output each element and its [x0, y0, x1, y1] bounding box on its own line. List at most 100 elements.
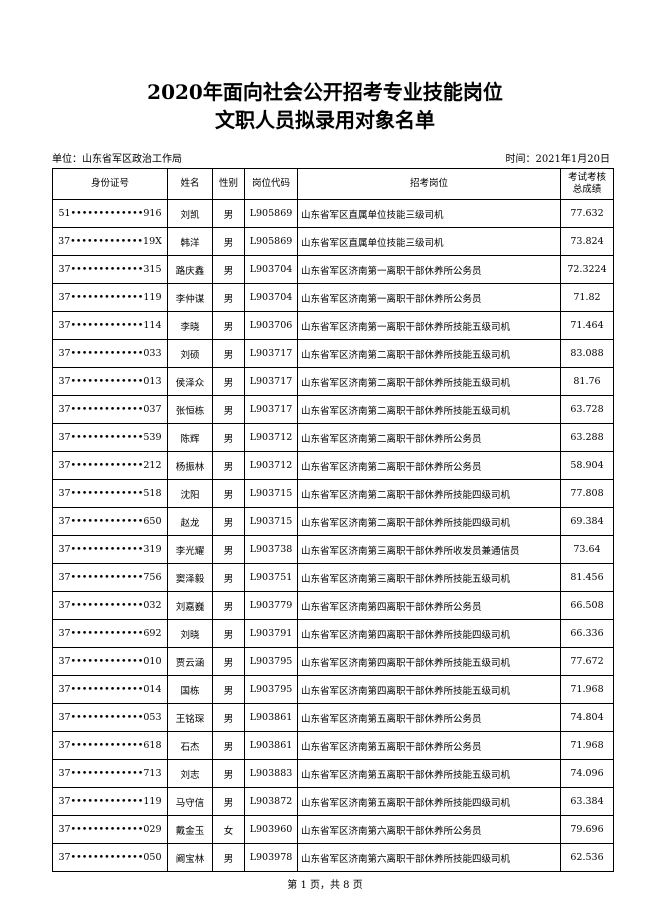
cell: 侯泽众 — [167, 367, 213, 396]
cell: 国栋 — [167, 675, 213, 704]
row: 37•••••••••••••053 王铭琛男 L903861 山东省军区济南第五离职… — [52, 703, 614, 732]
cell: L903795 — [244, 647, 298, 676]
cell: 男 — [212, 703, 245, 732]
cell: 山东省军区济南第二离职干部休养所公务员 — [297, 451, 561, 480]
header-cell: 岗位代码 — [244, 168, 298, 200]
cell: 37•••••••••••••119 — [52, 787, 168, 816]
cell: 37•••••••••••••029 — [52, 815, 168, 844]
cell: L903712 — [244, 423, 298, 452]
footer: 第 1 页，共 8 页 — [287, 880, 363, 891]
cell: 山东省军区济南第四离职干部休养所技能五级司机 — [297, 675, 561, 704]
cell: 李光耀 — [167, 535, 213, 564]
cell: 37•••••••••••••692 — [52, 619, 168, 648]
cell: 山东省军区济南第五离职干部休养所公务员 — [297, 731, 561, 760]
date: 时间：2021年1月20日 — [505, 154, 610, 165]
row: 37•••••••••••••212 杨振林男 L903712 山东省军区济南第二离职… — [52, 451, 614, 480]
cell: L903712 — [244, 451, 298, 480]
cell: 37•••••••••••••013 — [52, 367, 168, 396]
cell: 沈阳 — [167, 479, 213, 508]
cell: 男 — [212, 423, 245, 452]
cell: 男 — [212, 451, 245, 480]
cell: 男 — [212, 283, 245, 312]
cell: 王铭琛 — [167, 703, 213, 732]
cell: 山东省军区直属单位技能三级司机 — [297, 199, 561, 228]
row: 37•••••••••••••037 张恒栋男 L903717 山东省军区济南第二离职… — [52, 395, 614, 424]
cell: 韩洋 — [167, 227, 213, 256]
cell: 山东省军区济南第四离职干部休养所公务员 — [297, 591, 561, 620]
cell: 男 — [212, 787, 245, 816]
header-cell: 考试考核 总成绩 — [560, 168, 614, 200]
cell: 51•••••••••••••916 — [52, 199, 168, 228]
cell: L905869 — [244, 199, 298, 228]
cell: 37•••••••••••••618 — [52, 731, 168, 760]
cell: 刘志 — [167, 759, 213, 788]
cell: 赵龙 — [167, 507, 213, 536]
cell: 刘晓 — [167, 619, 213, 648]
cell: 62.536 — [560, 843, 614, 872]
cell: 63.728 — [560, 395, 614, 424]
cell: 山东省军区济南第一离职干部休养所公务员 — [297, 255, 561, 284]
cell: 37•••••••••••••713 — [52, 759, 168, 788]
cell: 37•••••••••••••010 — [52, 647, 168, 676]
cell: 71.464 — [560, 311, 614, 340]
cell: 石杰 — [167, 731, 213, 760]
cell: 山东省军区济南第二离职干部休养所公务员 — [297, 423, 561, 452]
cell: 男 — [212, 507, 245, 536]
cell: 男 — [212, 647, 245, 676]
cell: L903883 — [244, 759, 298, 788]
cell: 山东省军区济南第三离职干部休养所技能五级司机 — [297, 563, 561, 592]
cell: 男 — [212, 759, 245, 788]
cell: 山东省军区济南第三离职干部休养所收发员兼通信员 — [297, 535, 561, 564]
row: 37•••••••••••••618 石杰男 L903861 山东省军区济南第五离职干… — [52, 731, 614, 760]
cell: L903717 — [244, 367, 298, 396]
cell: 83.088 — [560, 339, 614, 368]
cell: 山东省军区济南第六离职干部休养所公务员 — [297, 815, 561, 844]
cell: 刘嘉巍 — [167, 591, 213, 620]
cell: L903717 — [244, 395, 298, 424]
cell: 37•••••••••••••19X — [52, 227, 168, 256]
cell: L903861 — [244, 703, 298, 732]
cell: 77.808 — [560, 479, 614, 508]
cell: 阚宝林 — [167, 843, 213, 872]
cell: 山东省军区济南第二离职干部休养所技能五级司机 — [297, 395, 561, 424]
cell: L903715 — [244, 507, 298, 536]
cell: 山东省军区济南第四离职干部休养所技能四级司机 — [297, 619, 561, 648]
cell: 37•••••••••••••053 — [52, 703, 168, 732]
cell: 男 — [212, 843, 245, 872]
row: 37•••••••••••••119 马守信男 L903872 山东省军区济南第五离职… — [52, 787, 614, 816]
cell: 窦泽毅 — [167, 563, 213, 592]
cell: 杨振林 — [167, 451, 213, 480]
cell: 山东省军区济南第五离职干部休养所技能五级司机 — [297, 759, 561, 788]
row: 37•••••••••••••119 李仲谋男 L903704 山东省军区济南第一离职… — [52, 283, 614, 312]
cell: 37•••••••••••••033 — [52, 339, 168, 368]
cell: 71.82 — [560, 283, 614, 312]
cell: 山东省军区直属单位技能三级司机 — [297, 227, 561, 256]
cell: 37•••••••••••••212 — [52, 451, 168, 480]
cell: 63.288 — [560, 423, 614, 452]
cell: 71.968 — [560, 675, 614, 704]
cell: 74.096 — [560, 759, 614, 788]
cell: 陈辉 — [167, 423, 213, 452]
header-cell: 性别 — [212, 168, 245, 200]
cell: 山东省军区济南第五离职干部休养所公务员 — [297, 703, 561, 732]
header-row: 身份证号 姓名 性别 岗位代码 招考岗位 考试考核 总成绩 — [52, 168, 614, 200]
cell: 男 — [212, 367, 245, 396]
row: 37•••••••••••••013 侯泽众男 L903717 山东省军区济南第二离职… — [52, 367, 614, 396]
row: 37•••••••••••••029 戴金玉女 L903960 山东省军区济南第六离职… — [52, 815, 614, 844]
cell: 刘硕 — [167, 339, 213, 368]
row: 37•••••••••••••518 沈阳男 L903715 山东省军区济南第二离职干… — [52, 479, 614, 508]
row: 37•••••••••••••692 刘晓男 L903791 山东省军区济南第四离职干… — [52, 619, 614, 648]
cell: 男 — [212, 535, 245, 564]
cell: 山东省军区济南第五离职干部休养所技能四级司机 — [297, 787, 561, 816]
cell: 男 — [212, 563, 245, 592]
cell: 李晓 — [167, 311, 213, 340]
cell: L903791 — [244, 619, 298, 648]
cell: 山东省军区济南第六离职干部休养所技能四级司机 — [297, 843, 561, 872]
row: 37•••••••••••••114 李晓男 L903706 山东省军区济南第一离职干… — [52, 311, 614, 340]
title: 文职人员拟录用对象名单 — [215, 108, 435, 132]
header-cell: 身份证号 — [52, 168, 168, 200]
row: 37•••••••••••••010 贾云涵男 L903795 山东省军区济南第四离职… — [52, 647, 614, 676]
header-cell: 姓名 — [167, 168, 213, 200]
unit: 单位：山东省军区政治工作局 — [52, 154, 182, 165]
cell: 山东省军区济南第一离职干部休养所技能五级司机 — [297, 311, 561, 340]
